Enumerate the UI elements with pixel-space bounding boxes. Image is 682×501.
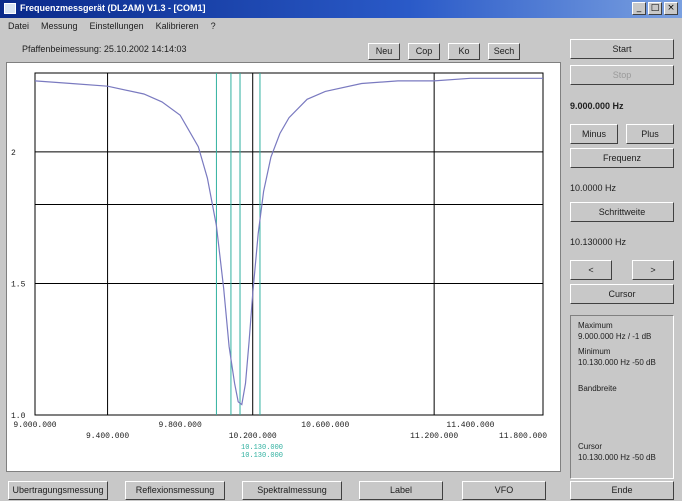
x-tick-label: 9.000.000 — [13, 421, 56, 430]
cursor-button[interactable]: Cursor — [570, 284, 674, 304]
x-tick-label: 9.800.000 — [159, 421, 202, 430]
maximum-label: Maximum — [578, 321, 613, 330]
menu-bar: Datei Messung Einstellungen Kalibrieren … — [0, 18, 682, 34]
window-controls: _ □ × — [632, 2, 678, 15]
plot-border — [34, 72, 544, 416]
menu-messung[interactable]: Messung — [41, 21, 78, 31]
y-tick-label: 1.5 — [11, 280, 26, 289]
measurement-time: Pfaffenbeimessung: 25.10.2002 14:14:03 — [22, 44, 187, 54]
minimize-button[interactable]: _ — [632, 2, 646, 15]
x-tick-label: 11.800.000 — [499, 432, 547, 441]
exit-button[interactable]: Ende — [570, 481, 674, 500]
x-tick-label: 9.400.000 — [86, 432, 129, 441]
vfo-button[interactable]: VFO — [462, 481, 546, 500]
title-bar: Frequenzmessgerät (DL2AM) V1.3 - [COM1] … — [0, 0, 682, 18]
spectrum-measurement-button[interactable]: Spektralmessung — [242, 481, 342, 500]
ko-button[interactable]: Ko — [448, 43, 480, 60]
minus-button[interactable]: Minus — [570, 124, 618, 144]
app-icon — [4, 3, 16, 14]
plot-area[interactable]: 1.0 1.5 2 9.000.000 9.800.000 10.600.000 11.40… — [6, 62, 561, 472]
copy-button[interactable]: Cop — [408, 43, 440, 60]
bandwidth-label: Bandbreite — [578, 384, 617, 393]
frequency-button[interactable]: Frequenz — [570, 148, 674, 168]
close-button[interactable]: × — [664, 2, 678, 15]
x-tick-label: 11.200.000 — [410, 432, 458, 441]
y-tick-label: 2 — [11, 149, 16, 158]
menu-einstellungen[interactable]: Einstellungen — [89, 21, 144, 31]
cursor-right-button[interactable]: > — [632, 260, 674, 280]
plot-toolbar: Neu Cop Ko Sech — [368, 43, 520, 60]
label-button[interactable]: Label — [359, 481, 443, 500]
menu-kalibrieren[interactable]: Kalibrieren — [155, 21, 199, 31]
y-tick-label: 1.0 — [11, 412, 26, 421]
minimum-label: Minimum — [578, 347, 611, 356]
transmission-measurement-button[interactable]: Ubertragungsmessung — [8, 481, 108, 500]
window-title: Frequenzmessgerät (DL2AM) V1.3 - [COM1] — [20, 3, 206, 13]
x-tick-label: 10.600.000 — [301, 421, 349, 430]
maximum-value: 9.000.000 Hz / -1 dB — [578, 332, 652, 341]
menu-help[interactable]: ? — [210, 21, 216, 31]
sech-button[interactable]: Sech — [488, 43, 520, 60]
measurement-info-panel: Maximum 9.000.000 Hz / -1 dB Minimum 10.… — [570, 315, 674, 479]
maximize-button[interactable]: □ — [648, 2, 662, 15]
minimum-value: 10.130.000 Hz -50 dB — [578, 358, 656, 367]
cursor-label: 10.130.000 — [241, 452, 283, 460]
menu-datei[interactable]: Datei — [8, 21, 30, 31]
step-readout: 10.0000 Hz — [570, 183, 617, 193]
stop-button[interactable]: Stop — [570, 65, 674, 85]
response-curve — [34, 77, 543, 406]
step-size-button[interactable]: Schrittweite — [570, 202, 674, 222]
frequency-readout: 9.000.000 Hz — [570, 101, 624, 111]
x-tick-label: 11.400.000 — [446, 421, 494, 430]
cursor-info-value: 10.130.000 Hz -50 dB — [578, 453, 656, 462]
frequency-response-chart: 1.0 1.5 2 9.000.000 9.800.000 10.600.000 11.40… — [11, 72, 547, 460]
x-tick-label: 10.200.000 — [229, 432, 277, 441]
plus-button[interactable]: Plus — [626, 124, 674, 144]
new-button[interactable]: Neu — [368, 43, 400, 60]
reflection-measurement-button[interactable]: Reflexionsmessung — [125, 481, 225, 500]
cursor-label: 10.130.000 — [241, 444, 283, 452]
start-button[interactable]: Start — [570, 39, 674, 59]
cursor-left-button[interactable]: < — [570, 260, 612, 280]
cursor-info-label: Cursor — [578, 442, 603, 451]
cursor-frequency-readout: 10.130000 Hz — [570, 237, 627, 247]
